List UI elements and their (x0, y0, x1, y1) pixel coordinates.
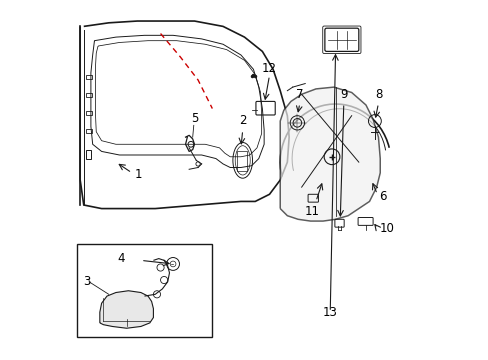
Bar (85, 129, 92, 133)
Text: 5: 5 (190, 112, 198, 125)
Text: 9: 9 (339, 89, 347, 102)
PathPatch shape (280, 87, 380, 221)
Bar (85, 93, 92, 97)
Bar (85, 150, 91, 158)
PathPatch shape (100, 291, 153, 328)
Text: 7: 7 (296, 89, 303, 102)
Bar (85, 111, 92, 115)
Text: 1: 1 (134, 168, 142, 181)
Text: 11: 11 (304, 205, 319, 218)
Bar (85, 75, 92, 79)
Text: 4: 4 (117, 252, 124, 265)
Text: 8: 8 (374, 89, 381, 102)
Text: 6: 6 (379, 190, 386, 203)
Bar (77, 244, 212, 337)
Text: 12: 12 (262, 62, 276, 75)
Text: 13: 13 (322, 306, 337, 319)
Text: 2: 2 (239, 114, 246, 127)
Bar (237, 152, 246, 171)
Text: 3: 3 (83, 275, 90, 288)
Text: 10: 10 (379, 222, 394, 235)
